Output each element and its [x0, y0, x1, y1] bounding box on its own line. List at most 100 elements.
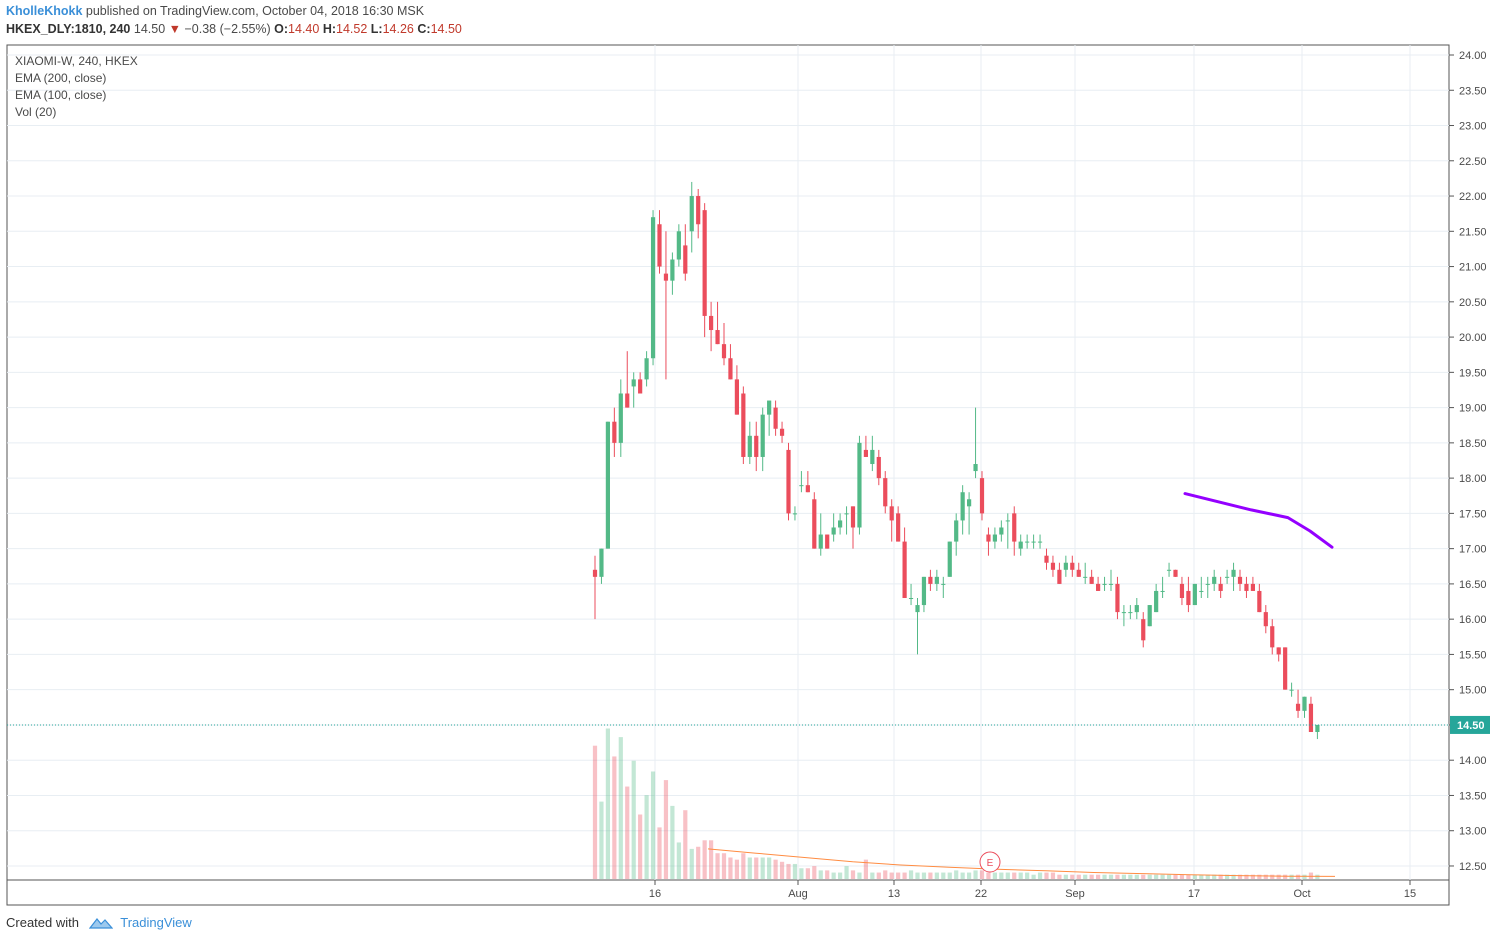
candle-body — [1134, 605, 1139, 613]
candle-body — [786, 449, 791, 514]
candle-body — [1063, 562, 1068, 570]
volume-bar — [599, 801, 604, 879]
y-tick-label: 14.00 — [1459, 755, 1487, 767]
candle-body — [1070, 562, 1075, 570]
volume-bar — [921, 872, 927, 879]
candle-body — [1076, 569, 1081, 577]
volume-bar — [792, 863, 798, 879]
author-name[interactable]: KholleKhokk — [6, 4, 83, 18]
candle-body — [1044, 555, 1049, 563]
volume-bar — [773, 859, 778, 879]
x-tick-label: Aug — [788, 888, 808, 900]
candle-body — [747, 435, 752, 457]
volume-bar — [1308, 872, 1314, 879]
volume-bar — [941, 872, 946, 879]
candle-body — [992, 534, 997, 542]
candle-body — [947, 541, 952, 577]
volume-bar — [825, 870, 830, 879]
volume-bar — [786, 863, 791, 879]
volume-bar — [618, 737, 623, 879]
candle-body — [1218, 583, 1223, 591]
volume-bar — [715, 853, 720, 879]
candle-body — [631, 379, 636, 387]
volume-bar — [1166, 874, 1172, 879]
y-tick-label: 23.50 — [1459, 85, 1487, 97]
volume-bar — [1070, 874, 1075, 879]
candle-body — [605, 421, 610, 549]
candle-body — [1179, 583, 1185, 599]
volume-bar — [986, 872, 991, 879]
volume-bar — [812, 866, 817, 879]
volume-bar — [696, 846, 701, 879]
symbol-label: HKEX_DLY:1810, 240 — [6, 22, 131, 36]
candle-body — [954, 520, 959, 542]
candle-body — [805, 485, 810, 493]
volume-bar — [876, 872, 881, 879]
candle-body — [792, 513, 798, 515]
legend-ema-100[interactable]: EMA (100, close) — [15, 88, 107, 102]
candle-body — [960, 492, 965, 521]
candle-body — [612, 421, 617, 443]
volume-bar — [857, 872, 862, 879]
candle-body — [1057, 569, 1062, 584]
candle-body — [1263, 612, 1268, 627]
y-tick-label: 18.00 — [1459, 473, 1487, 485]
candle-body — [1276, 647, 1281, 655]
volume-bar — [676, 842, 681, 879]
created-with-text: Created with — [6, 915, 79, 930]
volume-bar — [805, 868, 810, 879]
volume-bar — [999, 872, 1004, 879]
y-tick-label: 19.00 — [1459, 403, 1487, 415]
volume-bar — [838, 872, 843, 879]
candle-body — [715, 330, 720, 345]
candle-body — [663, 273, 669, 281]
earnings-marker-icon — [979, 851, 1001, 873]
x-tick-label: Oct — [1293, 888, 1310, 900]
earnings-marker-label: E — [987, 858, 994, 869]
chart-publish-header: KholleKhokk published on TradingView.com… — [6, 4, 424, 18]
candle-body — [1096, 583, 1101, 591]
y-tick-label: 17.00 — [1459, 544, 1487, 556]
volume-bar — [1199, 874, 1204, 879]
candle-body — [1192, 583, 1197, 606]
volume-bar — [1050, 872, 1056, 879]
volume-bar — [1083, 874, 1088, 879]
candle-body — [1212, 576, 1217, 584]
down-triangle-icon: ▼ — [168, 22, 182, 36]
candle-body — [979, 478, 985, 514]
price-change: −0.38 (−2.55%) — [184, 22, 271, 36]
candle-body — [825, 534, 830, 549]
candle-body — [1270, 626, 1275, 648]
legend-ema-200[interactable]: EMA (200, close) — [15, 71, 107, 85]
open-label: O: — [274, 22, 289, 36]
candle-body — [1108, 583, 1114, 585]
candle-body — [1025, 541, 1030, 543]
y-tick-label: 15.00 — [1459, 685, 1487, 697]
x-tick-label: 22 — [975, 888, 987, 900]
volume-bar — [1108, 874, 1114, 879]
tradingview-brand-link[interactable]: TradingView — [120, 915, 192, 930]
y-tick-label: 17.50 — [1459, 508, 1487, 520]
close-label: C: — [417, 22, 431, 36]
candle-body — [1295, 703, 1301, 711]
low-value: 14.26 — [382, 22, 414, 36]
volume-bar — [850, 870, 856, 879]
legend-volume[interactable]: Vol (20) — [15, 105, 57, 119]
legend-symbol[interactable]: XIAOMI-W, 240, HKEX — [15, 54, 138, 68]
candle-body — [1031, 541, 1036, 543]
volume-bar — [1289, 874, 1294, 879]
candle-body — [779, 428, 785, 436]
volume-bar — [670, 805, 675, 879]
candle-body — [734, 379, 739, 415]
candle-body — [889, 506, 894, 521]
candle-body — [1315, 724, 1320, 732]
last-price-label: 14.50 — [1457, 720, 1485, 732]
candle-body — [941, 583, 946, 585]
volume-bar — [663, 780, 669, 879]
volume-bar — [1205, 874, 1210, 879]
candle-body — [818, 534, 823, 549]
open-value: 14.40 — [288, 22, 320, 36]
candle-body — [625, 393, 630, 408]
last-price: 14.50 — [133, 22, 166, 36]
